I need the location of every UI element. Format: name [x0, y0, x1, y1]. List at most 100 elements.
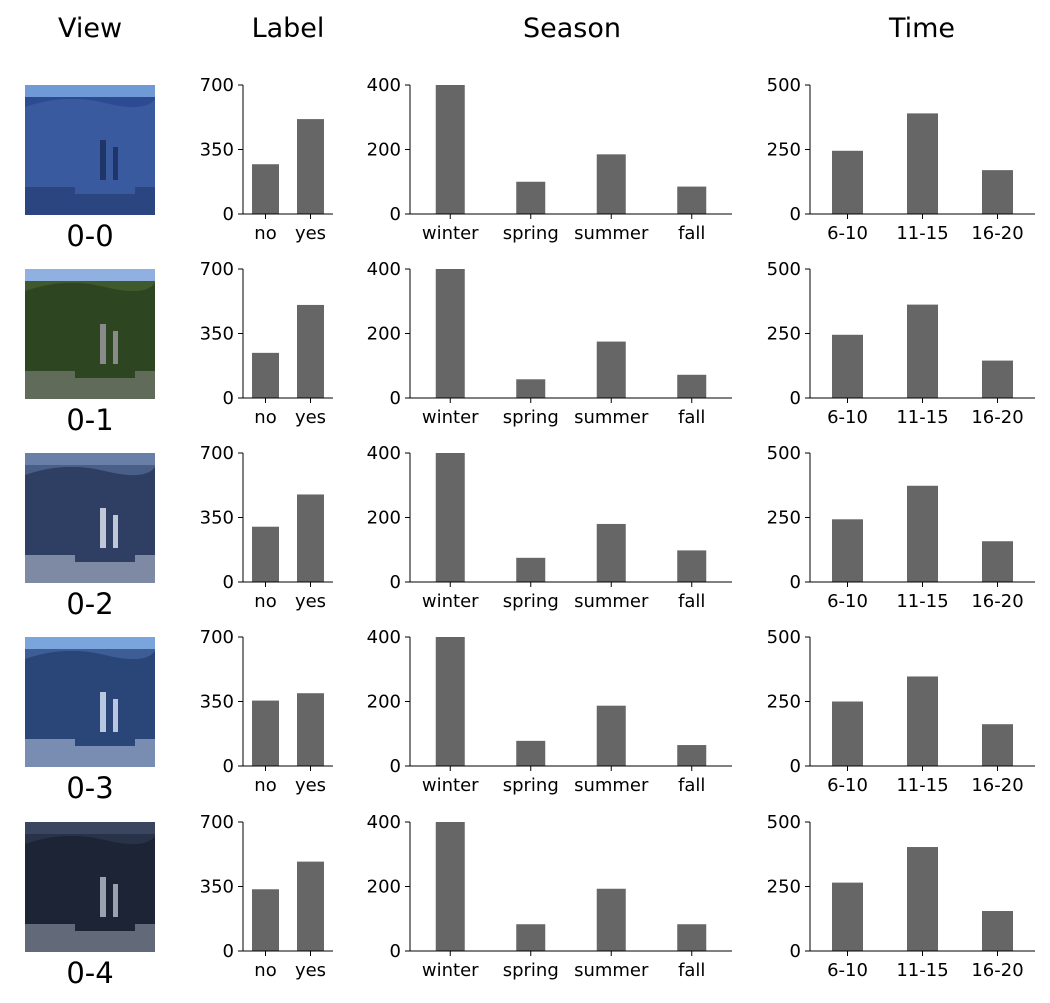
season-bar-summer: [596, 341, 626, 398]
thumb-sky: [25, 822, 155, 834]
thumb-building: [75, 180, 135, 194]
season-bar-winter: [435, 269, 465, 398]
label-ytick-label-0: 0: [223, 756, 234, 777]
time-xtick-label-6-10: 6-10: [827, 223, 868, 244]
time-ytick-label-250: 250: [767, 324, 801, 345]
season-panel: winter spring summer fall 0 200 400: [367, 75, 732, 244]
time-bar-11-15: [907, 676, 938, 766]
time-ytick-label-0: 0: [790, 388, 801, 409]
label-ytick-label-0: 0: [223, 388, 234, 409]
view-thumbnail: [25, 453, 155, 583]
season-ytick-label-200: 200: [367, 508, 401, 529]
view-thumbnail: [25, 822, 155, 952]
label-bar-no: [252, 700, 279, 766]
season-ytick-label-400: 400: [367, 259, 401, 280]
time-panel: 6-10 11-15 16-20 0 250 500: [767, 75, 1035, 244]
thumb-smokestack: [100, 877, 106, 927]
label-xtick-label-yes: yes: [295, 223, 326, 244]
time-xtick-label-11-15: 11-15: [896, 960, 948, 981]
time-xtick-label-16-20: 16-20: [971, 223, 1023, 244]
thumb-smokestack: [113, 331, 118, 374]
time-ytick-label-250: 250: [767, 692, 801, 713]
season-xtick-label-spring: spring: [503, 775, 559, 796]
label-ytick-label-700: 700: [200, 75, 234, 96]
time-bar-16-20: [982, 724, 1013, 766]
label-ytick-label-350: 350: [200, 140, 234, 161]
time-ytick-label-500: 500: [767, 443, 801, 464]
view-label: 0-1: [66, 403, 113, 437]
view-thumbnail: [25, 637, 155, 767]
time-xtick-label-6-10: 6-10: [827, 775, 868, 796]
time-xtick-label-16-20: 16-20: [971, 591, 1023, 612]
season-ytick-label-200: 200: [367, 140, 401, 161]
season-panel: winter spring summer fall 0 200 400: [367, 812, 732, 981]
thumb-sky: [25, 85, 155, 97]
season-bar-spring: [516, 379, 546, 398]
time-xtick-label-11-15: 11-15: [896, 775, 948, 796]
season-bar-fall: [677, 924, 707, 951]
thumb-sky: [25, 637, 155, 649]
season-xtick-label-fall: fall: [678, 960, 705, 981]
label-bar-yes: [297, 119, 324, 214]
thumb-smokestack: [100, 692, 106, 742]
label-xtick-label-no: no: [254, 775, 276, 796]
time-bar-6-10: [832, 150, 863, 214]
time-xtick-label-16-20: 16-20: [971, 960, 1023, 981]
label-bar-no: [252, 526, 279, 582]
view-label: 0-3: [66, 771, 113, 805]
time-ytick-label-0: 0: [790, 204, 801, 225]
time-panel: 6-10 11-15 16-20 0 250 500: [767, 443, 1035, 612]
thumb-smokestack: [100, 140, 106, 190]
season-ytick-label-200: 200: [367, 877, 401, 898]
thumb-building: [75, 364, 135, 378]
season-bar-spring: [516, 924, 546, 951]
chart-row-0-3: 0-3 no yes 0 350 700 winter spring summer fall 0 20…: [25, 627, 1035, 805]
season-bar-winter: [435, 822, 465, 951]
thumb-smokestack: [113, 515, 118, 558]
season-bar-spring: [516, 181, 546, 214]
season-xtick-label-winter: winter: [422, 960, 479, 981]
label-bar-yes: [297, 494, 324, 582]
season-bar-fall: [677, 745, 707, 766]
label-ytick-label-0: 0: [223, 204, 234, 225]
thumb-smokestack: [113, 884, 118, 927]
label-xtick-label-yes: yes: [295, 407, 326, 428]
time-xtick-label-11-15: 11-15: [896, 591, 948, 612]
season-ytick-label-400: 400: [367, 443, 401, 464]
label-xtick-label-yes: yes: [295, 960, 326, 981]
time-xtick-label-6-10: 6-10: [827, 960, 868, 981]
label-panel: no yes 0 350 700: [200, 443, 333, 612]
season-xtick-label-summer: summer: [574, 775, 649, 796]
season-panel: winter spring summer fall 0 200 400: [367, 259, 732, 428]
label-bar-yes: [297, 861, 324, 951]
season-bar-fall: [677, 186, 707, 214]
view-thumbnail: [25, 269, 155, 399]
thumb-building: [75, 917, 135, 931]
season-ytick-label-200: 200: [367, 324, 401, 345]
time-bar-11-15: [907, 113, 938, 214]
label-ytick-label-700: 700: [200, 259, 234, 280]
season-ytick-label-400: 400: [367, 627, 401, 648]
thumb-smokestack: [113, 699, 118, 742]
season-ytick-label-0: 0: [390, 388, 401, 409]
season-ytick-label-0: 0: [390, 941, 401, 962]
label-ytick-label-700: 700: [200, 443, 234, 464]
season-xtick-label-summer: summer: [574, 223, 649, 244]
season-bar-winter: [435, 453, 465, 582]
time-ytick-label-250: 250: [767, 877, 801, 898]
season-bar-summer: [596, 523, 626, 582]
time-ytick-label-500: 500: [767, 259, 801, 280]
thumb-building: [75, 548, 135, 562]
season-xtick-label-fall: fall: [678, 407, 705, 428]
label-ytick-label-0: 0: [223, 572, 234, 593]
time-ytick-label-500: 500: [767, 75, 801, 96]
label-ytick-label-700: 700: [200, 627, 234, 648]
time-xtick-label-6-10: 6-10: [827, 407, 868, 428]
season-xtick-label-summer: summer: [574, 407, 649, 428]
season-panel: winter spring summer fall 0 200 400: [367, 627, 732, 796]
season-xtick-label-spring: spring: [503, 591, 559, 612]
thumb-sky: [25, 453, 155, 465]
time-bar-6-10: [832, 334, 863, 398]
time-bar-6-10: [832, 519, 863, 582]
